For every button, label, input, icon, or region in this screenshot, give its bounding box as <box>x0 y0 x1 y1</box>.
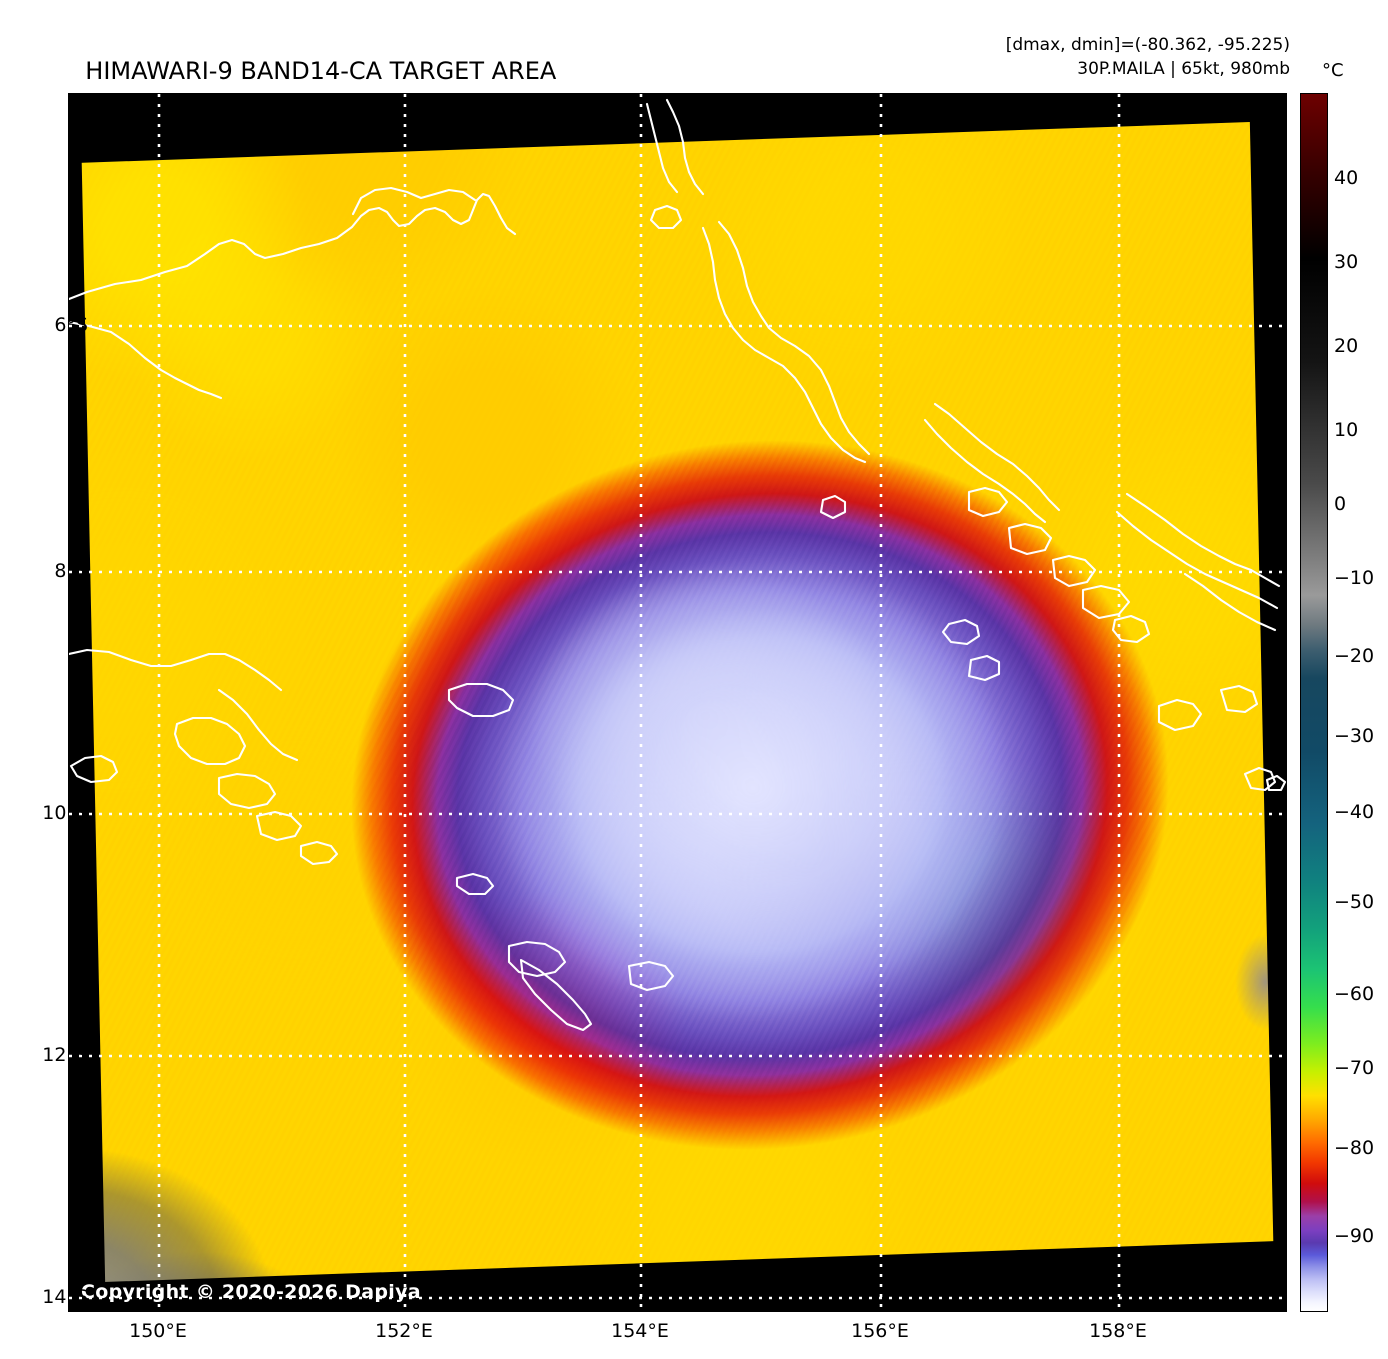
title-line-1: HIMAWARI-9 BAND14-CA TARGET AREA <box>85 57 557 85</box>
temperature-colorbar <box>1300 93 1328 1312</box>
colorbar-tick-0: 0 <box>1334 493 1347 515</box>
ytick-label-12S: 12°S <box>42 1044 88 1066</box>
xtick-label-152E: 152°E <box>375 1320 433 1342</box>
xtick-label-158E: 158°E <box>1089 1320 1147 1342</box>
xtick-label-150E: 150°E <box>129 1320 187 1342</box>
colorbar-tick-m20: −20 <box>1334 645 1375 667</box>
colorbar-tick-m10: −10 <box>1334 567 1375 589</box>
storm-info-annotation: 30P.MAILA | 65kt, 980mb <box>1077 59 1290 79</box>
ytick-label-14S: 14°S <box>42 1286 88 1308</box>
ytick-label-6S: 6°S <box>54 314 88 336</box>
xtick-label-156E: 156°E <box>851 1320 909 1342</box>
colorbar-tick-m70: −70 <box>1334 1057 1375 1079</box>
colorbar-unit-label: °C <box>1322 60 1344 81</box>
copyright-text: Copyright © 2020-2026 Dapiya <box>81 1281 421 1303</box>
satellite-raster <box>69 94 1286 1311</box>
plot-clip: Copyright © 2020-2026 Dapiya <box>69 94 1286 1311</box>
colorbar-tick-10: 10 <box>1334 419 1359 441</box>
header-info: [dmax, dmin]=(-80.362, -95.225) 30P.MAIL… <box>1006 33 1290 81</box>
colorbar-tick-20: 20 <box>1334 335 1359 357</box>
satellite-image-plot: Copyright © 2020-2026 Dapiya <box>68 93 1287 1312</box>
xtick-label-154E: 154°E <box>611 1320 669 1342</box>
colorbar-tick-m80: −80 <box>1334 1137 1375 1159</box>
colorbar-tick-m60: −60 <box>1334 983 1375 1005</box>
colorbar-tick-m90: −90 <box>1334 1225 1375 1247</box>
ytick-label-8S: 8°S <box>54 560 88 582</box>
colorbar-tick-30: 30 <box>1334 251 1359 273</box>
colorbar-tick-m40: −40 <box>1334 801 1375 823</box>
colorbar-tick-40: 40 <box>1334 167 1359 189</box>
ytick-label-10S: 10°S <box>42 802 88 824</box>
colorbar-tick-m50: −50 <box>1334 891 1375 913</box>
land-surface-overlay <box>69 94 1286 1311</box>
data-range-annotation: [dmax, dmin]=(-80.362, -95.225) <box>1005 35 1290 55</box>
colorbar-tick-m30: −30 <box>1334 725 1375 747</box>
